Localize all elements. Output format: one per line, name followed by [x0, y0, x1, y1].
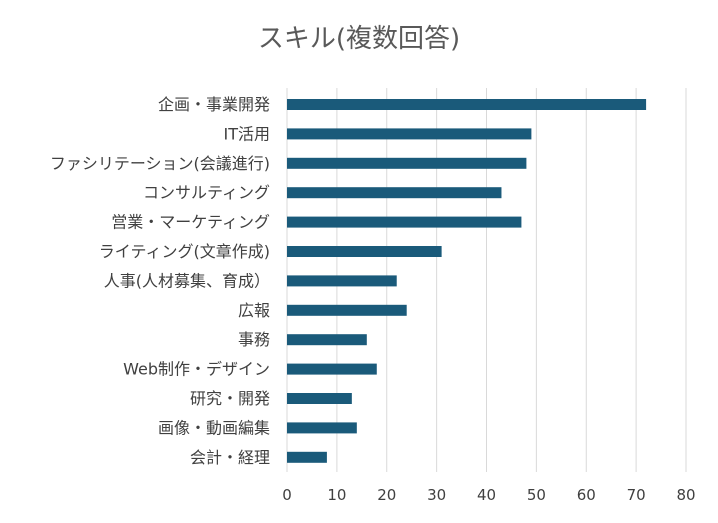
category-label: IT活用 — [224, 124, 271, 143]
chart-title: スキル(複数回答) — [258, 24, 460, 54]
bar — [287, 363, 377, 375]
category-label: Web制作・デザイン — [123, 360, 270, 379]
bars — [287, 99, 647, 463]
bar — [287, 304, 407, 316]
x-tick-label: 70 — [627, 486, 646, 504]
bar — [287, 187, 502, 199]
category-label: ファシリテーション(会議進行) — [50, 154, 270, 173]
category-label: 画像・動画編集 — [158, 418, 270, 437]
category-label: 人事(人材募集、育成） — [104, 271, 270, 290]
bar — [287, 128, 532, 140]
category-label: 事務 — [238, 330, 270, 349]
x-tick-label: 60 — [577, 486, 596, 504]
bar — [287, 422, 357, 434]
category-label: 企画・事業開発 — [158, 95, 270, 114]
x-tick-label: 40 — [477, 486, 496, 504]
category-label: 研究・開発 — [190, 389, 270, 408]
category-label: 会計・経理 — [190, 448, 270, 467]
category-label: コンサルティング — [143, 183, 270, 202]
x-tick-label: 80 — [676, 486, 695, 504]
bar — [287, 334, 367, 346]
bar — [287, 275, 397, 287]
bar — [287, 99, 647, 110]
x-tick-label: 10 — [327, 486, 346, 504]
x-tick-label: 0 — [282, 486, 292, 504]
category-label: 営業・マーケティング — [111, 213, 270, 232]
bar — [287, 393, 352, 404]
x-tick-label: 20 — [377, 486, 396, 504]
bar — [287, 157, 527, 169]
bar — [287, 451, 327, 463]
bar — [287, 246, 442, 257]
x-tick-label: 30 — [427, 486, 446, 504]
x-tick-label: 50 — [527, 486, 546, 504]
bar — [287, 216, 522, 228]
category-label: ライティング(文章作成) — [99, 242, 270, 261]
category-label: 広報 — [238, 301, 270, 320]
x-axis-tick-labels: 0 10 20 30 40 50 60 70 80 — [282, 486, 695, 504]
